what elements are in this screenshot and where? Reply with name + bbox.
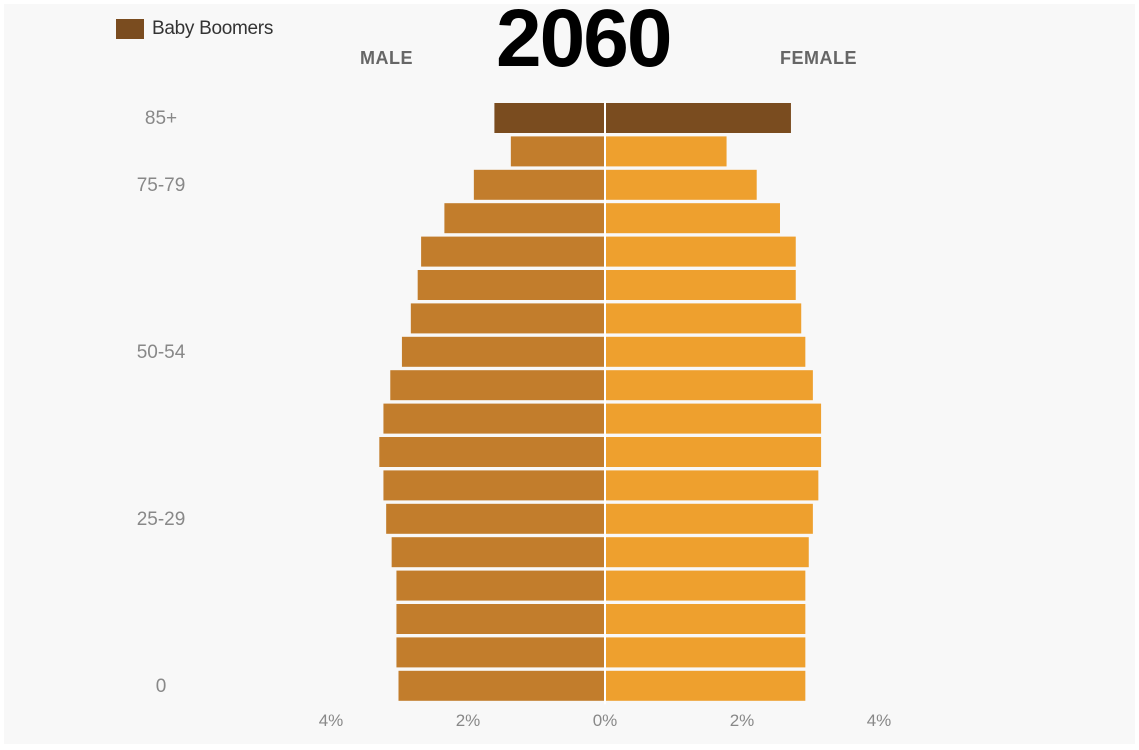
x-tick-label: 4% [867, 711, 892, 730]
male-bar [398, 670, 604, 701]
female-bar [606, 637, 806, 668]
male-bar [383, 403, 604, 434]
age-group-label: 50-54 [137, 342, 186, 363]
female-bar [606, 470, 819, 501]
female-bar [606, 236, 796, 267]
male-bar [510, 136, 604, 167]
female-bar [606, 336, 806, 367]
male-bar [473, 169, 604, 200]
male-bar [396, 604, 604, 634]
male-bar [379, 437, 604, 467]
female-bar [606, 303, 802, 334]
female-bar [606, 503, 813, 534]
male-bar [421, 236, 604, 267]
female-bar [606, 270, 796, 300]
male-bar [410, 303, 604, 334]
female-bar [606, 203, 780, 234]
age-group-label: 25-29 [137, 509, 186, 530]
chart-title: 2060 [496, 4, 672, 84]
female-bar [606, 103, 791, 133]
male-bar [494, 103, 604, 133]
male-bar [383, 470, 604, 501]
female-bar [606, 604, 806, 634]
chart-frame: Baby Boomers 2060 MALE FEMALE 85+ 75-79 50… [4, 4, 1135, 744]
x-tick-label: 2% [456, 711, 481, 730]
female-bar [606, 570, 806, 601]
x-tick-label: 2% [730, 711, 755, 730]
female-bar [606, 403, 822, 434]
male-label: MALE [360, 48, 413, 68]
male-bar [391, 537, 604, 568]
female-label: FEMALE [780, 48, 857, 68]
legend: Baby Boomers [116, 18, 273, 40]
female-bar [606, 670, 806, 701]
male-bar [444, 203, 604, 234]
population-pyramid-chart: 85+ 75-79 50-54 25-29 0 4% 2% 0% 2% 4% [137, 101, 892, 730]
age-group-label: 75-79 [137, 175, 186, 196]
legend-label: Baby Boomers [152, 18, 274, 39]
female-bar [606, 169, 757, 200]
female-bar [606, 437, 822, 467]
male-bar [396, 637, 604, 668]
female-bar [606, 370, 813, 401]
age-group-label: 0 [156, 676, 167, 697]
male-bar [396, 570, 604, 601]
male-bar [390, 370, 604, 401]
male-bar [401, 336, 604, 367]
female-bar [606, 136, 727, 167]
x-tick-label: 0% [593, 711, 618, 730]
male-bar [386, 503, 604, 534]
male-bar [417, 270, 604, 300]
legend-swatch [116, 19, 144, 39]
age-group-label: 85+ [145, 108, 177, 129]
female-bar [606, 537, 809, 568]
x-tick-label: 4% [319, 711, 344, 730]
